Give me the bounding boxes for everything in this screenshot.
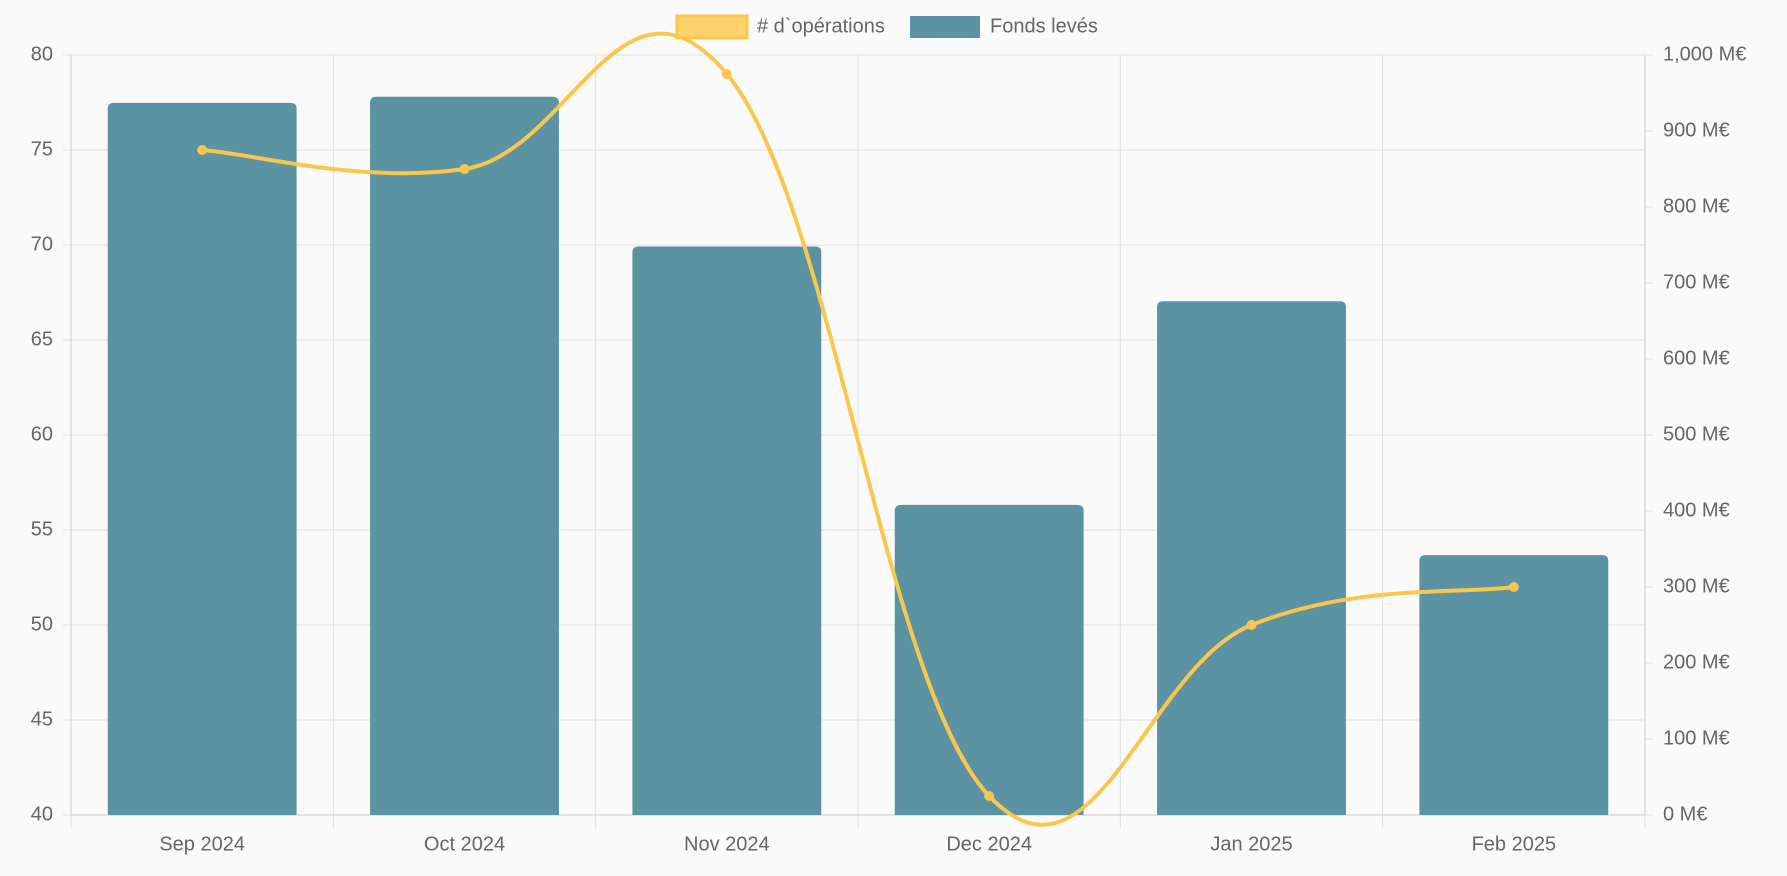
- y-tick-label: 45: [31, 708, 53, 730]
- bar: [107, 102, 297, 815]
- y2-tick-label: 200 M€: [1663, 651, 1730, 673]
- point: [1508, 582, 1519, 592]
- y2-tick-label: 800 M€: [1663, 195, 1730, 217]
- bar: [1157, 301, 1346, 815]
- y2-tick-label: 900 M€: [1663, 119, 1730, 141]
- bar: [894, 504, 1084, 815]
- bar: [632, 246, 822, 815]
- y-tick-label: 80: [31, 43, 53, 65]
- x-tick-label: Oct 2024: [424, 833, 505, 855]
- x-tick-label: Nov 2024: [684, 833, 770, 855]
- x-tick-label: Dec 2024: [946, 833, 1032, 855]
- y-tick-label: 70: [31, 233, 53, 255]
- y2-tick-label: 500 M€: [1663, 423, 1730, 445]
- x-tick-label: Sep 2024: [159, 833, 245, 855]
- y-tick-label: 60: [31, 423, 53, 445]
- point: [197, 145, 208, 155]
- y-tick-label: 75: [31, 138, 53, 160]
- y-tick-label: 40: [31, 803, 53, 825]
- y2-tick-label: 600 M€: [1663, 347, 1730, 369]
- bar: [370, 96, 559, 816]
- y2-tick-label: 1,000 M€: [1663, 43, 1746, 65]
- x-tick-label: Feb 2025: [1472, 833, 1557, 855]
- point: [459, 164, 470, 174]
- point: [984, 791, 995, 801]
- y2-tick-label: 400 M€: [1663, 499, 1730, 521]
- y2-tick-label: 100 M€: [1663, 727, 1730, 749]
- y-tick-label: 50: [31, 613, 53, 635]
- y-tick-label: 65: [31, 328, 53, 350]
- legend-label: # d`opérations: [757, 15, 885, 37]
- y2-tick-label: 0 M€: [1663, 803, 1707, 825]
- legend-swatch: [675, 14, 749, 40]
- legend-label: Fonds levés: [990, 15, 1098, 37]
- y-tick-label: 55: [31, 518, 53, 540]
- y2-tick-label: 300 M€: [1663, 575, 1730, 597]
- point: [1246, 620, 1257, 630]
- x-tick-label: Jan 2025: [1210, 833, 1292, 855]
- legend-swatch: [910, 16, 980, 38]
- y2-tick-label: 700 M€: [1663, 271, 1730, 293]
- bar: [1419, 555, 1609, 815]
- point: [721, 69, 732, 79]
